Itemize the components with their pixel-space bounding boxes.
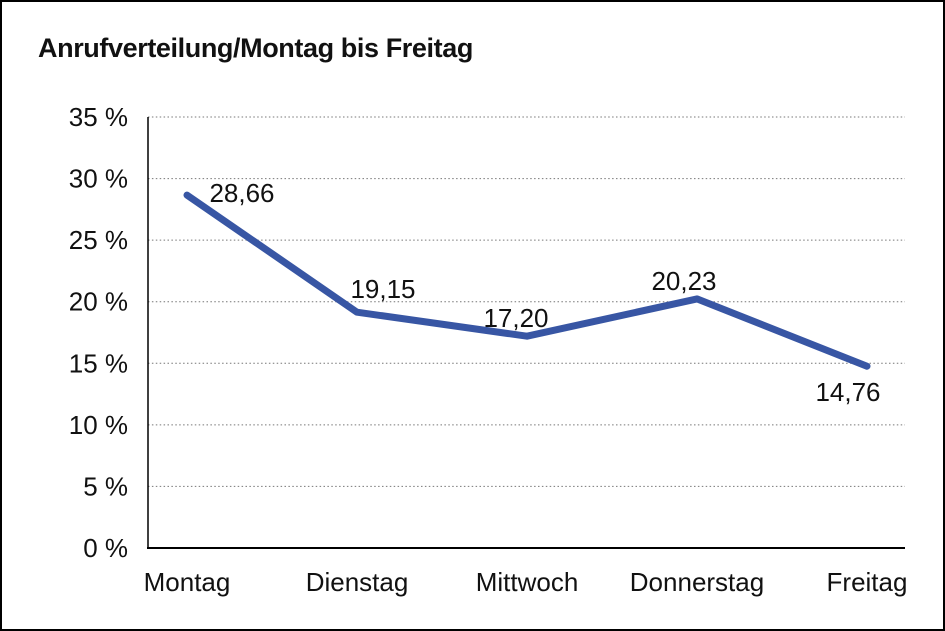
- x-axis-label: Freitag: [827, 567, 908, 597]
- y-axis-tick-label: 30 %: [69, 164, 128, 194]
- data-line: [183, 191, 871, 370]
- data-label: 19,15: [350, 274, 415, 304]
- y-axis-tick-label: 10 %: [69, 410, 128, 440]
- data-label: 17,20: [483, 303, 548, 333]
- y-axis-tick-label: 15 %: [69, 348, 128, 378]
- x-axis-label: Montag: [144, 567, 231, 597]
- x-axis-label: Donnerstag: [630, 567, 764, 597]
- data-label: 28,66: [209, 178, 274, 208]
- y-axis-tick-label: 35 %: [69, 102, 128, 132]
- data-label: 20,23: [651, 266, 716, 296]
- x-axis-label: Dienstag: [306, 567, 409, 597]
- y-axis-tick-label: 0 %: [83, 533, 128, 563]
- y-axis-tick-label: 20 %: [69, 287, 128, 317]
- x-axis-label: Mittwoch: [476, 567, 579, 597]
- chart-title: Anrufverteilung/Montag bis Freitag: [38, 33, 473, 63]
- data-label: 14,76: [815, 377, 880, 407]
- y-axis-tick-label: 25 %: [69, 225, 128, 255]
- y-axis-tick-label: 5 %: [83, 471, 128, 501]
